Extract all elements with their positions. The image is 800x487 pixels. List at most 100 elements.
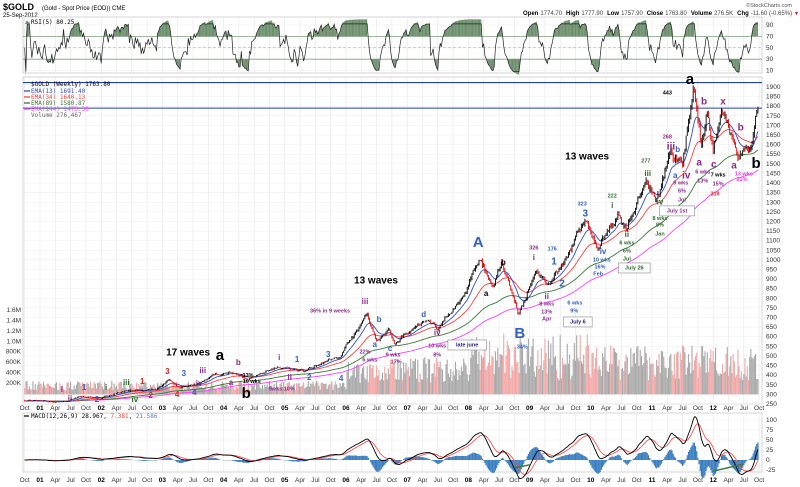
wave-label: i: [611, 201, 613, 210]
rsi-overbought-fill: [754, 22, 756, 37]
rsi-oversold-fill: [245, 59, 248, 71]
rsi-overbought-fill: [693, 21, 695, 37]
wave-annotation: b: [242, 385, 251, 402]
wave-label: 2: [559, 279, 565, 290]
wave-annotation: 3: [583, 209, 589, 220]
wave-annotation: 34%: [517, 345, 528, 351]
quote-value-volume: 276.5K: [714, 11, 733, 17]
wave-label: 9%: [570, 308, 578, 314]
date-tick-label: 10: [587, 477, 595, 484]
rsi-overbought-fill: [114, 29, 116, 37]
wave-annotation: 2: [307, 373, 312, 382]
wave-label: 13 waves: [354, 276, 398, 287]
rsi-overbought-fill: [755, 22, 757, 37]
date-tick-label: Oct: [509, 405, 519, 412]
wave-label: Jul: [678, 197, 686, 203]
rsi-overbought-fill: [584, 22, 587, 37]
date-tick-label: 02: [98, 477, 106, 484]
wave-annotation: 277: [641, 158, 650, 164]
rsi-overbought-fill: [686, 26, 688, 37]
wave-annotation: i: [533, 253, 535, 262]
rsi-overbought-fill: [196, 32, 198, 37]
wave-label: B: [514, 325, 525, 342]
rsi-oversold-fill: [374, 59, 376, 70]
wave-label: 3: [165, 367, 170, 376]
macd-tick-label: -25: [766, 467, 776, 474]
price-tick-label: 950: [766, 266, 777, 273]
rsi-overbought-fill: [556, 27, 558, 37]
wave-annotation: b: [701, 97, 707, 108]
wave-annotation: b: [675, 145, 680, 154]
wave-label: 10 wks: [593, 258, 611, 264]
macd-label: MACD(12,26,9): [31, 413, 78, 420]
price-tick-label: 1200: [766, 218, 781, 225]
date-tick-label: Oct: [142, 405, 152, 412]
wave-annotation: 1: [140, 377, 145, 386]
date-tick-label: 07: [404, 477, 412, 484]
rsi-overbought-fill: [450, 24, 452, 37]
wave-annotation: 16%: [594, 264, 605, 270]
rsi-oversold-fill: [594, 59, 596, 70]
wave-annotation: 8 wks: [539, 302, 554, 308]
price-tick-label: 1700: [766, 122, 781, 129]
rsi-tick-label: 30: [766, 56, 774, 63]
quote-label-volume: Volume: [691, 11, 713, 17]
date-tick-label: Jul: [250, 477, 259, 484]
rsi-overbought-fill: [125, 24, 128, 37]
quote-value-low: 1757.90: [621, 11, 643, 17]
rsi-overbought-fill: [320, 25, 322, 37]
date-tick-label: Jul: [556, 477, 565, 484]
annotation-box: [447, 339, 487, 351]
rsi-overbought-fill: [325, 25, 328, 37]
header-symbol: $GOLD: [3, 2, 35, 12]
rsi-overbought-fill: [456, 20, 458, 37]
wave-label: 13%: [697, 178, 708, 184]
wave-annotation: 10 wks: [593, 258, 611, 264]
wave-label: 17%: [391, 360, 402, 366]
date-tick-label: Jul: [189, 477, 198, 484]
wave-label: late june: [456, 342, 478, 348]
date-tick-label: Oct: [81, 405, 91, 412]
date-tick-label: Oct: [142, 477, 152, 484]
date-tick-label: Oct: [570, 405, 580, 412]
price-legend: $GOLD (Weekly) 1763.80 EMA(13) 1691.40 E…: [24, 81, 111, 119]
wave-label: 6 wks: [362, 357, 377, 363]
wave-annotation: 9 wks: [386, 353, 401, 359]
wave-label: Feb: [593, 272, 603, 278]
rsi-overbought-fill: [573, 21, 575, 37]
rsi-overbought-fill: [415, 22, 417, 37]
wave-annotation: A: [473, 234, 484, 251]
wave-annotation: 7 wks: [711, 172, 726, 178]
wave-annotation: 36% in 9 weeks: [310, 308, 350, 314]
date-tick-label: Apr: [662, 477, 673, 484]
rsi-tick-label: 50: [766, 45, 774, 52]
wave-label: b: [236, 358, 241, 367]
rsi-overbought-fill: [354, 19, 356, 37]
wave-label: 222: [608, 193, 617, 199]
wave-annotation: iii: [362, 297, 369, 306]
date-tick-label: Jul: [678, 405, 687, 412]
rsi-overbought-fill: [70, 28, 72, 37]
wave-label: ii: [68, 394, 72, 403]
rsi-overbought-fill: [460, 20, 462, 37]
rsi-overbought-fill: [756, 21, 758, 37]
date-tick-label: Apr: [601, 405, 612, 412]
rsi-overbought-fill: [636, 22, 638, 37]
price-tick-label: 500: [766, 353, 777, 360]
rsi-oversold-fill: [375, 59, 377, 71]
quote-label-low: Low: [607, 11, 619, 17]
wave-annotation: 6 wks: [567, 300, 582, 306]
rsi-overbought-fill: [262, 24, 264, 37]
wave-label: 8%: [433, 352, 441, 358]
rsi-overbought-fill: [563, 20, 565, 37]
wave-label: iii: [667, 142, 676, 153]
rsi-overbought-fill: [353, 19, 355, 37]
rsi-overbought-fill: [576, 20, 578, 37]
wave-label: Apr: [542, 317, 552, 323]
rsi-overbought-fill: [447, 27, 449, 37]
rsi-overbought-fill: [410, 26, 412, 37]
wave-label: 9 wks: [386, 353, 401, 359]
rsi-oversold-fill: [517, 59, 520, 75]
date-tick-label: Apr: [479, 477, 490, 484]
rsi-overbought-fill: [121, 27, 123, 37]
